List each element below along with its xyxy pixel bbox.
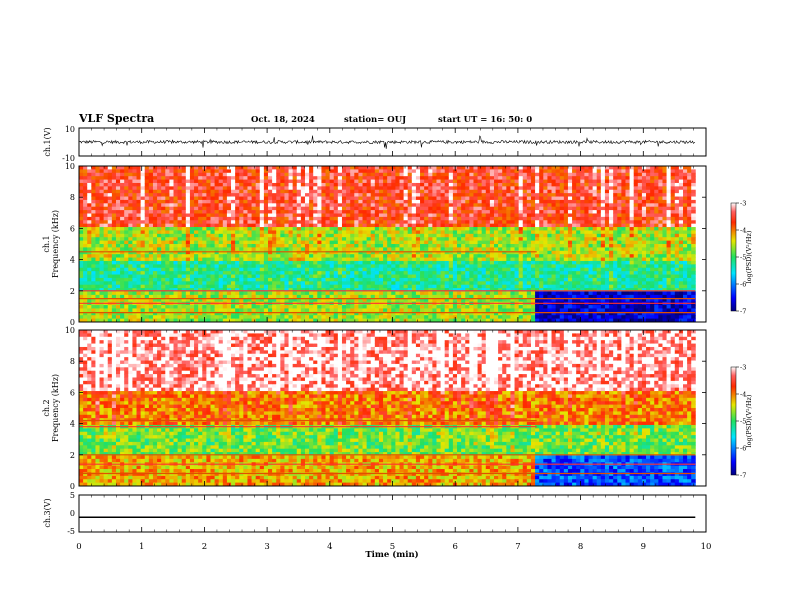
ch2-colorbar [730,366,737,476]
ch2-ytick-4: 4 [70,420,75,429]
ch3-waveform-ylabel: ch.3(V) [43,498,52,527]
ch1-ytick-10: 10 [65,162,75,171]
chart-title: VLF Spectra [79,112,155,125]
start-time-label: start UT = 16: 50: 0 [438,115,533,125]
ch3-ytick-bottom: -5 [67,527,75,536]
ch1-ytick-8: 8 [70,193,75,202]
x-tick-label-3: 3 [264,542,269,552]
ch2-colorbar-tick--3: -3 [740,364,746,372]
ch3-ytick-mid: 0 [70,509,75,518]
ch1-ytick-top: 10 [65,125,75,134]
ch3-ytick-top: 5 [70,491,75,500]
x-tick-label-4: 4 [327,542,332,552]
ch1-waveform-ylabel: ch.1(V) [43,127,52,156]
ch1-colorbar-tick--3: -3 [740,200,746,208]
ch1-ytick-bottom: -10 [62,154,75,163]
x-axis-ticks: 0 1 2 3 4 5 6 7 8 9 10 [76,128,711,552]
x-tick-label-0: 0 [76,542,81,552]
ch2-ytick-10: 10 [65,326,75,335]
ch3-waveform-panel: 5 0 -5 ch.3(V) Time (min) [43,491,707,560]
ch1-spectrogram-image [79,166,696,323]
ch2-ytick-0: 0 [70,482,75,491]
ch2-spectrogram-image [79,330,696,487]
ch2-spectrogram-ylabel-line2: Frequency (kHz) [51,374,60,442]
ch1-colorbar-tick--7: -7 [740,308,746,316]
ch1-colorbar [730,202,737,312]
ch2-colorbar-tick--6: -6 [740,445,746,453]
ch2-ytick-8: 8 [70,357,75,366]
ch2-colorbar-tick--5: -5 [740,418,746,426]
ch1-ytick-4: 4 [70,256,75,265]
ch2-ytick-6: 6 [70,388,75,397]
ch1-colorbar-tick--6: -6 [740,281,746,289]
ch2-colorbar-tick--7: -7 [740,472,746,480]
x-tick-label-2: 2 [202,542,207,552]
x-tick-label-1: 1 [139,542,144,552]
ch2-ytick-2: 2 [70,451,75,460]
x-tick-label-7: 7 [515,542,520,552]
ch1-spectrogram-ylabel-line2: Frequency (kHz) [51,210,60,278]
x-tick-label-10: 10 [701,542,712,552]
x-tick-label-6: 6 [452,542,457,552]
ch2-colorbar-label: log(PSD)(V²/Hz) [745,394,753,447]
ch1-spectrogram-ylabel-line1: ch.1 [42,235,51,252]
ch1-colorbar-tick--5: -5 [740,254,746,262]
ch1-waveform-panel: 10 -10 ch.1(V) [43,125,707,163]
ch2-spectrogram-ylabel-line1: ch.2 [42,399,51,416]
station-label: station= OUJ [344,115,407,125]
ch1-ytick-0: 0 [70,318,75,327]
ch1-colorbar-label: log(PSD)(V²/Hz) [745,230,753,283]
x-tick-label-9: 9 [641,542,646,552]
ch1-colorbar-tick--4: -4 [740,227,746,235]
ch1-ytick-2: 2 [70,287,75,296]
date-label: Oct. 18, 2024 [251,115,315,125]
ch2-colorbar-tick--4: -4 [740,391,746,399]
ch1-waveform-line [79,135,696,149]
x-tick-label-8: 8 [578,542,583,552]
ch1-ytick-6: 6 [70,224,75,233]
x-axis-label: Time (min) [365,549,418,560]
x-tick-label-5: 5 [390,542,395,552]
